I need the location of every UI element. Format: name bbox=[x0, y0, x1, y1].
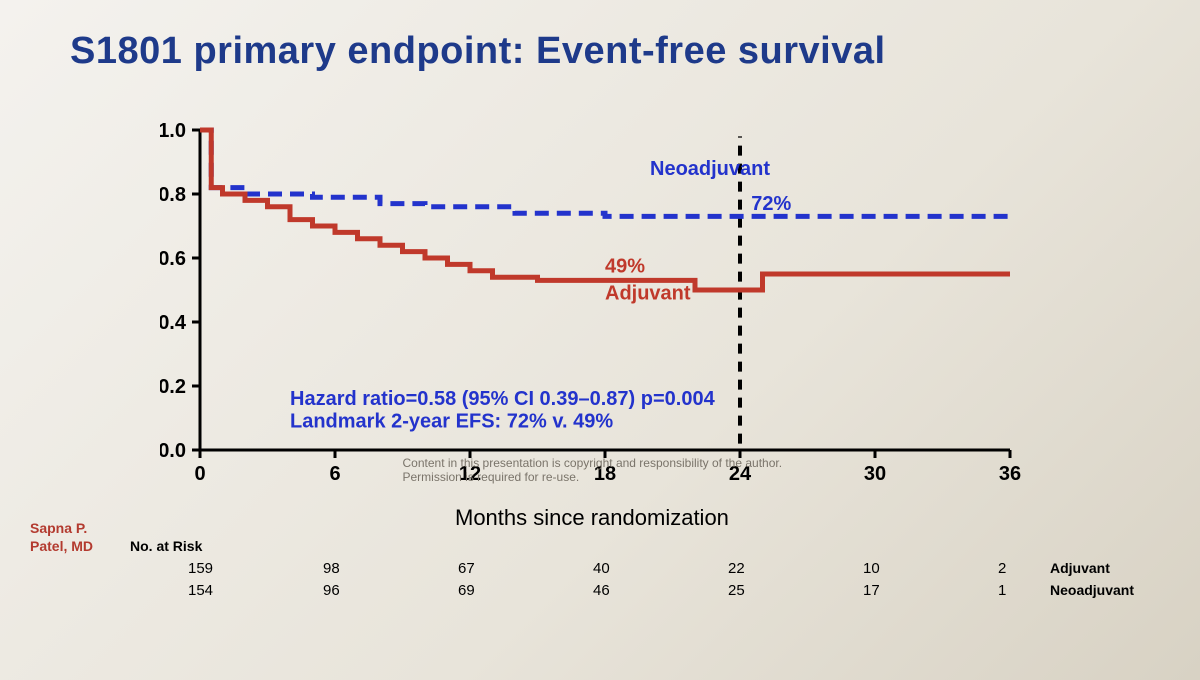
svg-text:49%: 49% bbox=[605, 255, 645, 277]
risk-cell: 40 bbox=[593, 560, 610, 577]
risk-header: Adjuvant bbox=[1050, 560, 1110, 576]
risk-cell: 10 bbox=[863, 560, 880, 577]
svg-text:36: 36 bbox=[999, 463, 1021, 485]
svg-text:Neoadjuvant: Neoadjuvant bbox=[650, 158, 770, 180]
svg-text:30: 30 bbox=[864, 463, 886, 485]
x-axis-label: Months since randomization bbox=[455, 505, 729, 531]
svg-text:72%: 72% bbox=[751, 193, 791, 215]
risk-header: No. at Risk bbox=[130, 538, 202, 554]
risk-cell: 154 bbox=[188, 582, 213, 599]
svg-text:1.0: 1.0 bbox=[160, 120, 186, 142]
svg-text:Landmark 2‑year EFS: 72% v. 49: Landmark 2‑year EFS: 72% v. 49% bbox=[290, 411, 613, 433]
risk-cell: 98 bbox=[323, 560, 340, 577]
risk-cell: 67 bbox=[458, 560, 475, 577]
copyright-note: Content in this presentation is copyrigh… bbox=[403, 456, 783, 484]
risk-header: Neoadjuvant bbox=[1050, 582, 1134, 598]
author-credit: Sapna P.Patel, MD bbox=[30, 520, 93, 555]
svg-text:0.6: 0.6 bbox=[160, 248, 186, 270]
svg-text:6: 6 bbox=[329, 463, 340, 485]
risk-cell: 1 bbox=[998, 582, 1006, 599]
risk-cell: 2 bbox=[998, 560, 1006, 577]
risk-cell: 22 bbox=[728, 560, 745, 577]
svg-text:Hazard ratio=0.58 (95% CI 0.39: Hazard ratio=0.58 (95% CI 0.39–0.87) p=0… bbox=[290, 388, 716, 410]
svg-text:0.8: 0.8 bbox=[160, 184, 186, 206]
svg-text:Adjuvant: Adjuvant bbox=[605, 283, 691, 305]
risk-cell: 69 bbox=[458, 582, 475, 599]
svg-text:0.2: 0.2 bbox=[160, 376, 186, 398]
svg-text:0.4: 0.4 bbox=[160, 312, 187, 334]
risk-cell: 159 bbox=[188, 560, 213, 577]
svg-text:0: 0 bbox=[194, 463, 205, 485]
risk-cell: 25 bbox=[728, 582, 745, 599]
page-title: S1801 primary endpoint: Event‑free survi… bbox=[70, 30, 886, 73]
risk-cell: 46 bbox=[593, 582, 610, 599]
risk-cell: 17 bbox=[863, 582, 880, 599]
svg-text:0.0: 0.0 bbox=[160, 440, 186, 462]
risk-cell: 96 bbox=[323, 582, 340, 599]
